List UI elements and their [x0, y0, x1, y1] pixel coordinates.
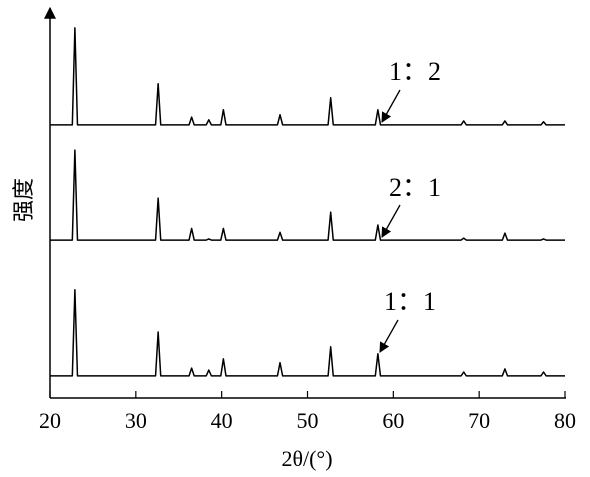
- x-tick-label: 20: [39, 408, 61, 433]
- label-arrow: [381, 89, 401, 123]
- series-line: [50, 27, 565, 126]
- y-axis-title: 强度: [11, 178, 36, 222]
- series-label: 2：1: [389, 173, 441, 202]
- x-tick-label: 50: [297, 408, 319, 433]
- x-axis-title: 2θ/(°): [281, 446, 332, 471]
- x-tick-label: 80: [554, 408, 576, 433]
- label-arrow: [381, 204, 401, 238]
- x-tick-label: 40: [211, 408, 233, 433]
- series-line: [50, 149, 565, 241]
- series-label: 1：1: [384, 287, 436, 316]
- series-line: [50, 289, 565, 377]
- x-tick-label: 60: [382, 408, 404, 433]
- label-arrow: [379, 319, 399, 353]
- x-tick-label: 30: [125, 408, 147, 433]
- series-label: 1：2: [389, 57, 441, 86]
- x-tick-label: 70: [468, 408, 490, 433]
